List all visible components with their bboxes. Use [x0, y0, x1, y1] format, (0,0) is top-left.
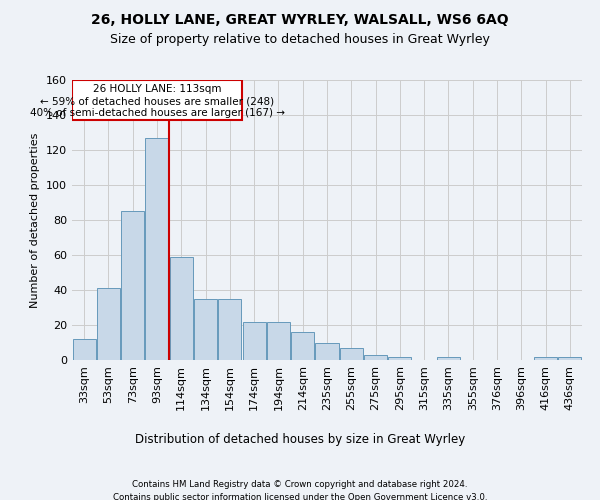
Bar — [559, 356, 581, 360]
Text: Contains HM Land Registry data © Crown copyright and database right 2024.: Contains HM Land Registry data © Crown c… — [132, 480, 468, 489]
Bar — [97, 288, 120, 360]
Bar — [121, 211, 144, 360]
Bar — [364, 355, 387, 360]
Text: 40% of semi-detached houses are larger (167) →: 40% of semi-detached houses are larger (… — [30, 108, 285, 118]
Y-axis label: Number of detached properties: Number of detached properties — [31, 132, 40, 308]
Bar — [437, 356, 460, 360]
FancyBboxPatch shape — [73, 80, 242, 120]
Text: ← 59% of detached houses are smaller (248): ← 59% of detached houses are smaller (24… — [40, 96, 274, 106]
Bar — [534, 356, 557, 360]
Bar — [388, 356, 412, 360]
Bar — [218, 298, 241, 360]
Text: Contains public sector information licensed under the Open Government Licence v3: Contains public sector information licen… — [113, 492, 487, 500]
Bar — [194, 298, 217, 360]
Bar — [242, 322, 266, 360]
Text: 26 HOLLY LANE: 113sqm: 26 HOLLY LANE: 113sqm — [93, 84, 221, 94]
Bar — [340, 348, 363, 360]
Bar — [73, 339, 95, 360]
Text: 26, HOLLY LANE, GREAT WYRLEY, WALSALL, WS6 6AQ: 26, HOLLY LANE, GREAT WYRLEY, WALSALL, W… — [91, 12, 509, 26]
Bar — [145, 138, 169, 360]
Bar — [267, 322, 290, 360]
Bar — [316, 342, 338, 360]
Text: Distribution of detached houses by size in Great Wyrley: Distribution of detached houses by size … — [135, 432, 465, 446]
Text: Size of property relative to detached houses in Great Wyrley: Size of property relative to detached ho… — [110, 32, 490, 46]
Bar — [170, 257, 193, 360]
Bar — [291, 332, 314, 360]
